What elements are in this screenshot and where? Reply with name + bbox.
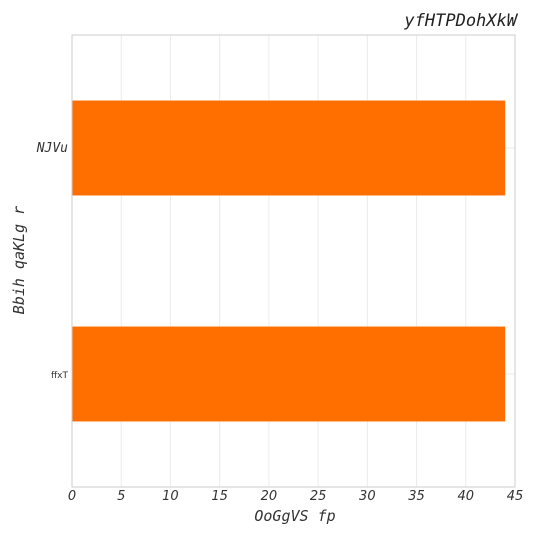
y-tick-label: ffxT	[51, 371, 69, 381]
x-tick-label: 30	[359, 489, 376, 504]
y-tick-label: NJVu	[36, 141, 68, 156]
y-tick-labels: NJVu ffxT	[36, 141, 69, 381]
plot-frame	[71, 34, 516, 488]
x-tick-label: 40	[458, 489, 475, 504]
bar	[72, 100, 506, 196]
chart-title: yfHTPDohXkW	[403, 11, 518, 31]
x-tick-label: 5	[117, 489, 125, 504]
x-tick-labels: 0 5 10 15 20 25 30 35 40 45	[68, 489, 523, 504]
x-tick-label: 45	[507, 489, 524, 504]
x-tick-label: 0	[68, 489, 76, 504]
x-tick-label: 25	[310, 489, 327, 504]
bar	[72, 326, 506, 422]
x-tick-label: 35	[408, 489, 425, 504]
x-tick-label: 20	[261, 489, 278, 504]
bars	[72, 100, 506, 422]
x-tick-label: 15	[211, 489, 228, 504]
x-axis-label: OoGgVS fp	[254, 507, 335, 525]
x-tick-label: 10	[162, 489, 179, 504]
y-axis-label: Bbih qaKLg r	[10, 206, 28, 314]
